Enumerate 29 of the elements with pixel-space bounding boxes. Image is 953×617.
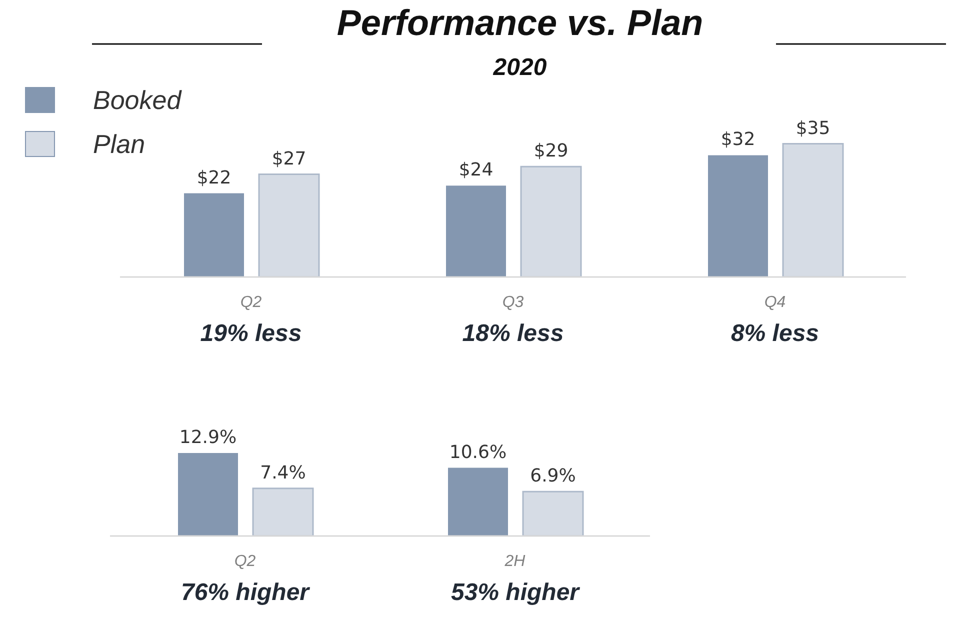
bar: [178, 452, 238, 536]
data-label: $29: [534, 140, 568, 162]
bar: [184, 193, 244, 277]
data-label: $32: [720, 129, 756, 150]
x-tick-label: Q3: [502, 294, 524, 311]
x-tick-label: 2H: [504, 553, 526, 570]
x-tick-label: Q2: [234, 553, 256, 570]
data-label: 7.4%: [260, 462, 306, 484]
text: 53% higher: [450, 579, 581, 606]
bar: [448, 468, 508, 536]
legend-label: Plan: [93, 128, 146, 160]
x-tick-label: Q2: [240, 294, 262, 311]
data-label: 6.9%: [530, 466, 576, 487]
data-label: 10.6%: [449, 442, 507, 463]
chart-title: Performance vs. Plan: [336, 2, 704, 44]
data-label: $35: [796, 118, 830, 139]
data-label: 12.9%: [179, 426, 237, 448]
text: 76% higher: [180, 579, 311, 606]
bar: [446, 186, 506, 277]
data-label: $27: [272, 148, 306, 170]
text: 8% less: [730, 320, 820, 347]
text: 18% less: [462, 320, 564, 347]
x-tick-label: Q4: [764, 294, 786, 311]
chart-subtitle: 2020: [492, 54, 548, 82]
data-label: $22: [196, 167, 232, 188]
legend-label: Booked: [93, 84, 182, 116]
bar: [708, 155, 768, 277]
data-label: $24: [458, 160, 494, 181]
text: 19% less: [200, 320, 302, 347]
